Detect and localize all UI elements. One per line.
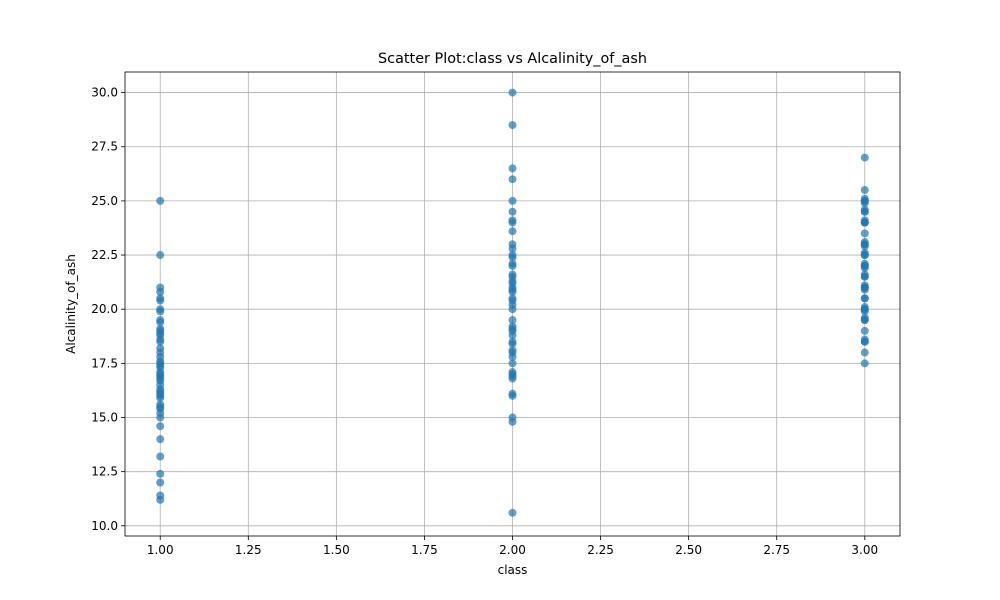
tick-layer: 1.00 1.25 1.50 1.75 2.00 2.25 2.50 2.75 3.00 10.0… xyxy=(91,86,878,557)
x-tick-label: 2.25 xyxy=(587,543,614,557)
scatter-point xyxy=(156,422,165,431)
scatter-point xyxy=(508,316,517,325)
scatter-point xyxy=(508,322,517,331)
scatter-point xyxy=(860,283,869,292)
y-tick-label: 22.5 xyxy=(91,248,118,262)
scatter-point xyxy=(508,88,517,97)
scatter-point xyxy=(156,469,165,478)
scatter-point xyxy=(860,229,869,238)
x-tick-label: 2.50 xyxy=(675,543,702,557)
y-tick-label: 25.0 xyxy=(91,194,118,208)
scatter-point xyxy=(156,326,165,335)
scatter-point xyxy=(508,253,517,262)
scatter-point xyxy=(508,389,517,398)
y-tick-label: 17.5 xyxy=(91,356,118,370)
x-tick-label: 1.75 xyxy=(411,543,438,557)
scatter-point xyxy=(860,305,869,314)
scatter-point xyxy=(860,326,869,335)
scatter-point xyxy=(860,359,869,368)
scatter-point xyxy=(156,196,165,205)
scatter-point xyxy=(156,337,165,346)
x-tick-label: 1.00 xyxy=(147,543,174,557)
scatter-point xyxy=(508,508,517,517)
scatter-point xyxy=(156,251,165,260)
scatter-point xyxy=(156,361,165,370)
scatter-point xyxy=(508,300,517,309)
scatter-point xyxy=(860,251,869,260)
scatter-point xyxy=(860,337,869,346)
scatter-point xyxy=(508,196,517,205)
scatter-point xyxy=(156,452,165,461)
scatter-point xyxy=(508,216,517,225)
scatter-point xyxy=(860,316,869,325)
y-tick-label: 12.5 xyxy=(91,465,118,479)
scatter-point xyxy=(156,374,165,383)
scatter-point xyxy=(508,277,517,286)
scatter-point xyxy=(508,244,517,253)
scatter-point xyxy=(860,196,869,205)
y-tick-label: 27.5 xyxy=(91,140,118,154)
scatter-point xyxy=(508,352,517,361)
y-tick-label: 15.0 xyxy=(91,411,118,425)
scatter-point xyxy=(508,227,517,236)
chart-title: Scatter Plot:class vs Alcalinity_of_ash xyxy=(378,51,647,67)
x-axis-label: class xyxy=(498,563,528,577)
x-tick-label: 3.00 xyxy=(851,543,878,557)
scatter-point xyxy=(860,272,869,281)
scatter-point xyxy=(860,240,869,249)
scatter-point xyxy=(156,435,165,444)
y-tick-label: 20.0 xyxy=(91,302,118,316)
scatter-point xyxy=(860,261,869,270)
scatter-point xyxy=(860,207,869,216)
points-layer xyxy=(156,88,869,517)
scatter-point xyxy=(156,389,165,398)
scatter-point xyxy=(156,318,165,327)
scatter-point xyxy=(508,285,517,294)
scatter-point xyxy=(508,346,517,355)
scatter-point xyxy=(508,359,517,368)
scatter-point xyxy=(156,307,165,316)
scatter-point xyxy=(860,294,869,303)
scatter-point xyxy=(156,287,165,296)
scatter-point xyxy=(508,175,517,184)
scatter-point xyxy=(156,296,165,305)
scatter-point xyxy=(508,164,517,173)
x-tick-label: 1.50 xyxy=(323,543,350,557)
x-tick-label: 2.00 xyxy=(499,543,526,557)
y-tick-label: 10.0 xyxy=(91,519,118,533)
scatter-point xyxy=(860,348,869,357)
scatter-point xyxy=(860,218,869,227)
scatter-point xyxy=(508,121,517,130)
x-tick-label: 1.25 xyxy=(235,543,262,557)
scatter-point xyxy=(508,331,517,340)
y-axis-label: Alcalinity_of_ash xyxy=(64,254,78,354)
scatter-point xyxy=(508,339,517,348)
scatter-point xyxy=(156,495,165,504)
x-tick-label: 2.75 xyxy=(763,543,790,557)
scatter-point xyxy=(508,207,517,216)
scatter-point xyxy=(508,259,517,268)
scatter-point xyxy=(860,186,869,195)
scatter-point xyxy=(508,417,517,426)
scatter-point xyxy=(156,344,165,353)
y-tick-label: 30.0 xyxy=(91,86,118,100)
scatter-point xyxy=(156,413,165,422)
scatter-point xyxy=(508,372,517,381)
scatter-point xyxy=(860,153,869,162)
scatter-point xyxy=(156,478,165,487)
